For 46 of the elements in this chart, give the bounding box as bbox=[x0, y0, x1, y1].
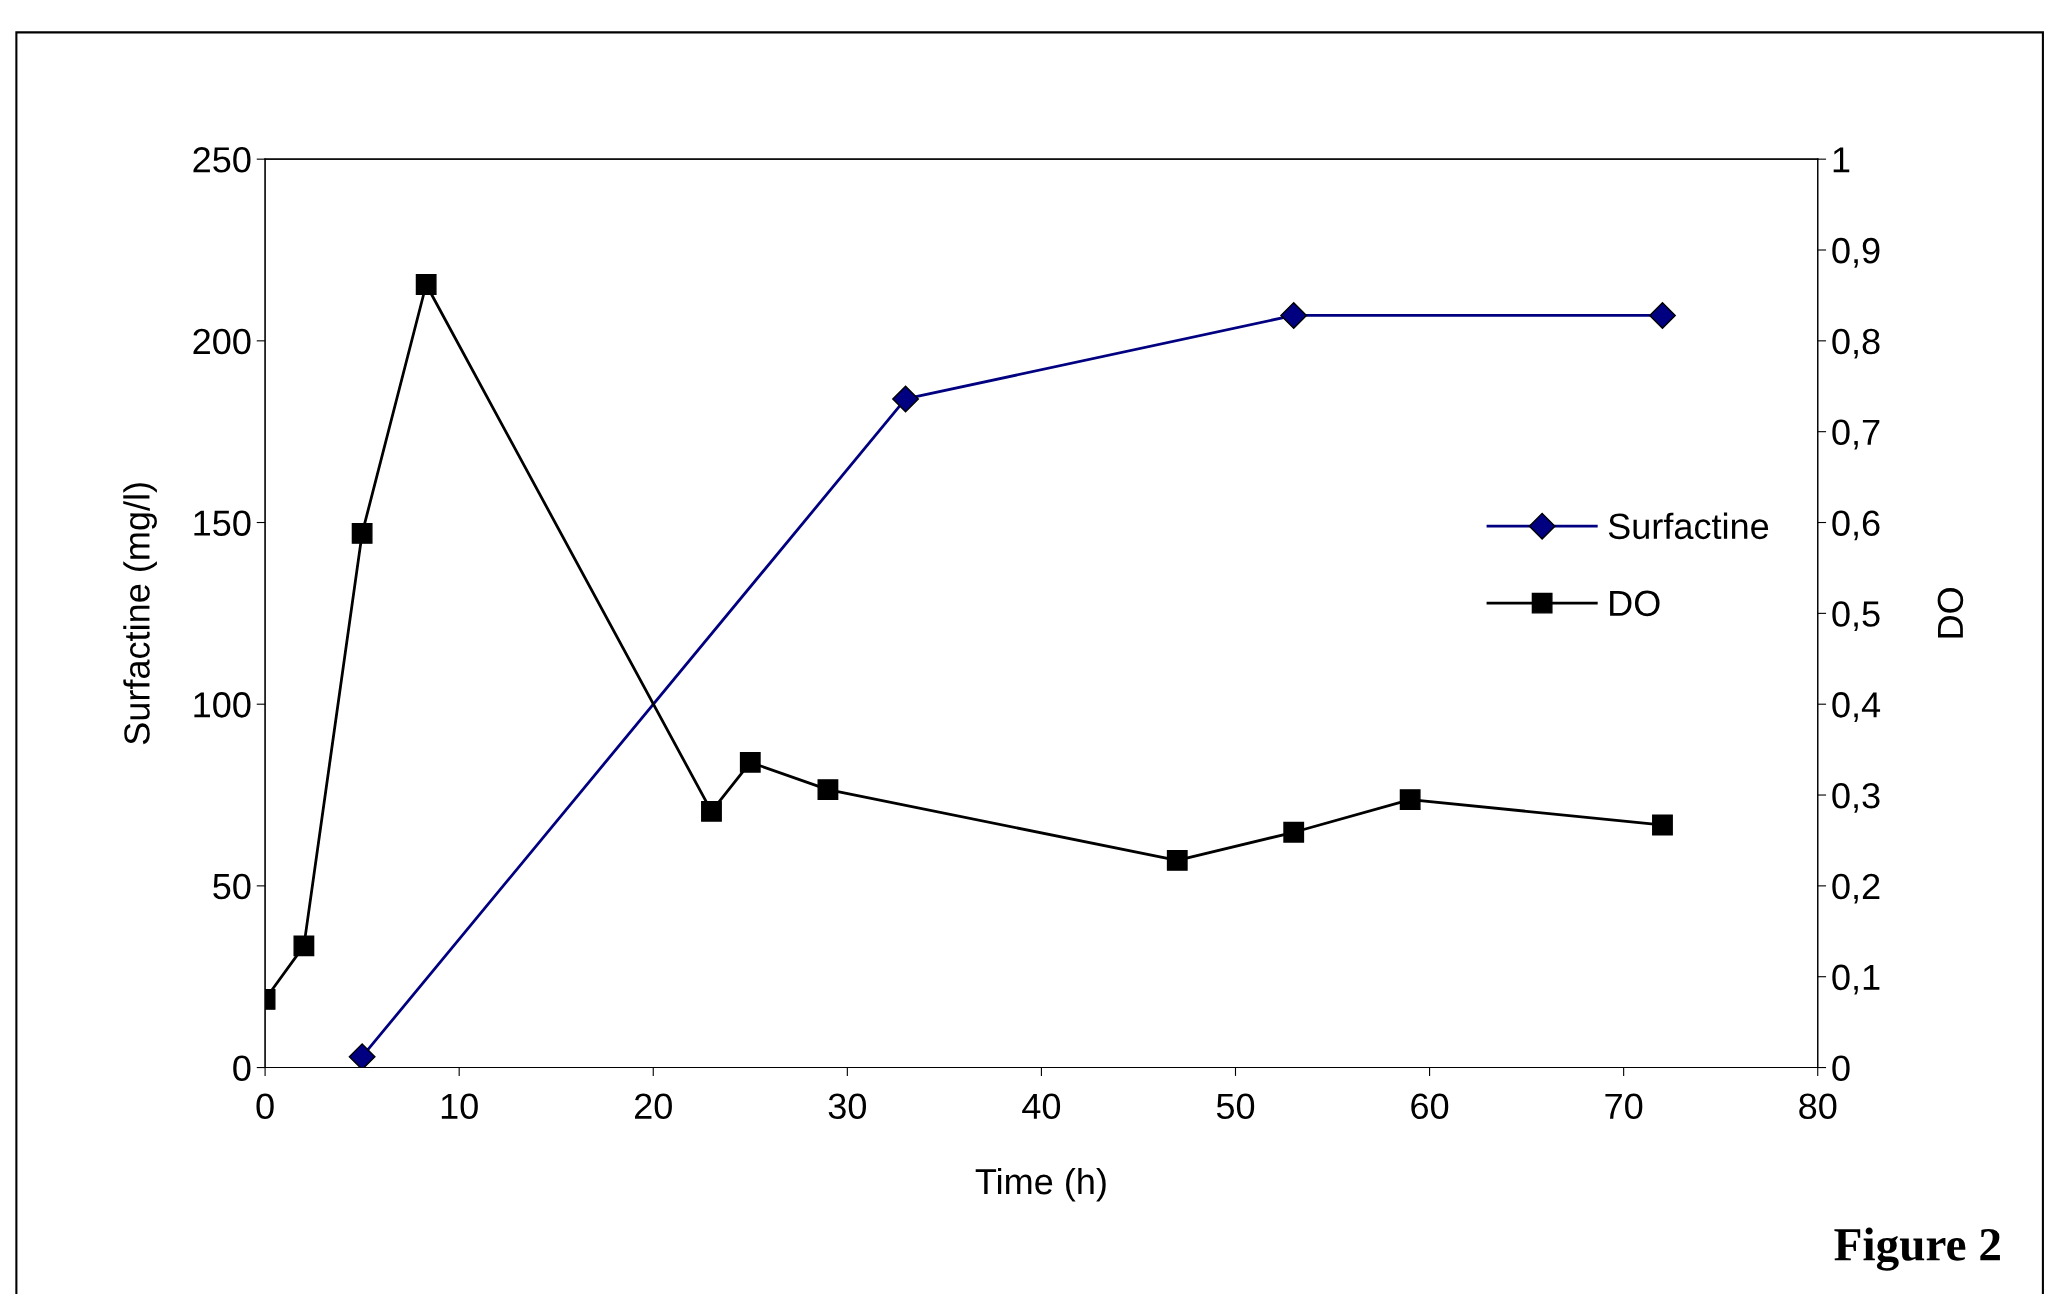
y-tick-label: 150 bbox=[194, 510, 251, 536]
y-tick-label: 0 bbox=[233, 1055, 251, 1081]
y2-tick-label: 0,8 bbox=[1832, 328, 1880, 359]
y2-tick-label: 0,4 bbox=[1832, 692, 1881, 722]
x-tick-label: 80 bbox=[1799, 1093, 1837, 1120]
y2-axis-title: DO bbox=[1937, 588, 1964, 638]
point bbox=[348, 1043, 376, 1068]
y2-tick-label: 0 bbox=[1832, 1055, 1850, 1081]
caption: Figure 2 bbox=[1834, 1227, 2000, 1271]
x-tick-label: 60 bbox=[1411, 1093, 1449, 1120]
y2-tick-label: 0,5 bbox=[1832, 601, 1880, 632]
y2-tick-label: 0,6 bbox=[1832, 510, 1880, 541]
y2-tick-label: 0,7 bbox=[1832, 419, 1880, 450]
point bbox=[892, 385, 920, 413]
x-tick-label: 10 bbox=[441, 1093, 478, 1120]
x-tick-label: 30 bbox=[828, 1093, 866, 1120]
legend-label: Surfactine bbox=[1608, 512, 1769, 540]
y2-tick-label: 0,3 bbox=[1832, 782, 1880, 813]
x-tick-label: 50 bbox=[1216, 1093, 1255, 1120]
point bbox=[351, 523, 373, 544]
point bbox=[739, 751, 761, 773]
y-tick-label: 250 bbox=[193, 147, 251, 173]
y2-tick-label: 0,1 bbox=[1832, 964, 1880, 995]
x-axis-title: Time (h) bbox=[975, 1167, 1106, 1202]
y2-tick-label: 0,2 bbox=[1832, 873, 1880, 904]
y2-tick-label: 1 bbox=[1833, 147, 1850, 173]
y-tick-label: 50 bbox=[213, 873, 251, 900]
y-tick-label: 200 bbox=[193, 328, 251, 355]
x-tick-label: 70 bbox=[1605, 1093, 1643, 1120]
point bbox=[1652, 814, 1673, 836]
x-tick-label: 20 bbox=[634, 1093, 672, 1120]
x-tick-label: 40 bbox=[1022, 1093, 1061, 1120]
point bbox=[415, 274, 437, 295]
y2-tick-label: 0,9 bbox=[1832, 237, 1880, 268]
point bbox=[1649, 301, 1676, 329]
point bbox=[1283, 821, 1305, 843]
point bbox=[1280, 301, 1308, 329]
point bbox=[1166, 850, 1188, 871]
legend-label: DO bbox=[1610, 590, 1660, 617]
point bbox=[817, 779, 839, 801]
point bbox=[701, 800, 722, 822]
y-axis-title: Surfactine (mg/l) bbox=[123, 483, 157, 745]
x-tick-label: 0 bbox=[256, 1093, 274, 1120]
point bbox=[293, 935, 315, 957]
point bbox=[1399, 789, 1421, 810]
y-tick-label: 100 bbox=[194, 692, 251, 718]
